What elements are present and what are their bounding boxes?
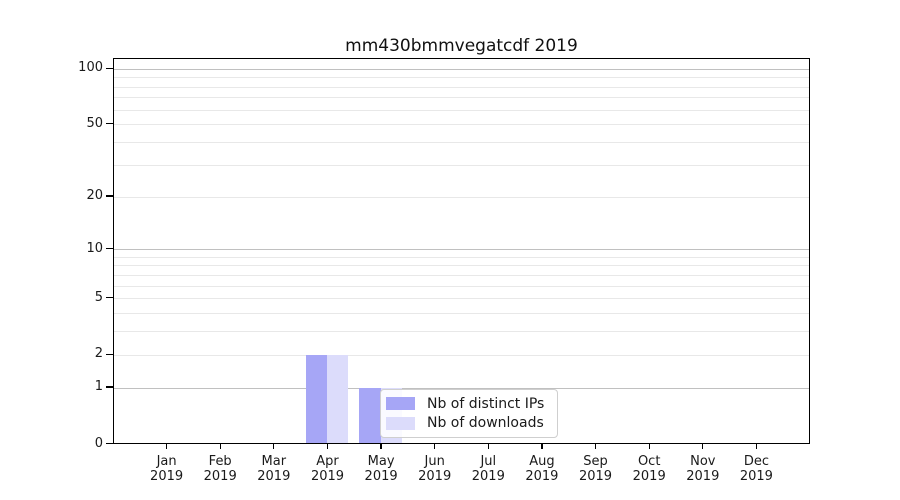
x-tick-dec: [755, 443, 758, 449]
y-tick-label-20: 20: [86, 188, 103, 203]
x-tick-jan: [165, 443, 168, 449]
legend-label-downloads: Nb of downloads: [427, 415, 544, 432]
plot-area: [113, 58, 810, 444]
y-tick-0: [106, 442, 113, 445]
x-tick-oct: [648, 443, 650, 449]
x-tick-label-apr: Apr 2019: [310, 453, 345, 485]
x-tick-may: [380, 443, 382, 449]
legend-item-distinct-ips: Nb of distinct IPs: [386, 396, 549, 412]
gridline-y-10: [114, 249, 809, 251]
y-tick-label-10: 10: [86, 240, 103, 256]
y-tick-10: [106, 247, 113, 250]
x-tick-label-oct: Oct 2019: [632, 453, 666, 485]
y-tick-label-1: 1: [94, 379, 103, 395]
chart-title: mm430bmmvegatcdf 2019: [345, 36, 578, 56]
bar-apr-distinct-ips: [305, 354, 327, 443]
x-tick-jul: [487, 443, 489, 449]
y-tick-2: [106, 353, 113, 355]
bar-apr-downloads: [327, 354, 349, 443]
x-tick-label-aug: Aug 2019: [525, 453, 559, 485]
gridline-y-80: [114, 86, 809, 88]
y-tick-20: [106, 195, 113, 197]
x-tick-jun: [434, 443, 436, 449]
x-tick-apr: [326, 443, 329, 449]
gridline-y-60: [114, 109, 809, 111]
bar-may-distinct-ips: [359, 387, 381, 443]
legend: Nb of distinct IPs Nb of downloads: [380, 389, 558, 438]
legend-item-downloads: Nb of downloads: [386, 415, 549, 431]
y-tick-5: [106, 297, 113, 299]
x-tick-label-may: May 2019: [364, 453, 398, 485]
x-tick-label-mar: Mar 2019: [257, 453, 291, 485]
gridline-y-9: [114, 256, 809, 258]
legend-swatch-downloads-icon: [386, 416, 415, 430]
gridline-y-1: [114, 387, 809, 389]
gridline-y-5: [114, 298, 809, 300]
y-tick-label-5: 5: [94, 289, 103, 305]
y-tick-50: [106, 123, 113, 125]
legend-label-distinct-ips: Nb of distinct IPs: [427, 395, 545, 412]
gridline-y-8: [114, 265, 809, 267]
x-tick-label-jun: Jun 2019: [418, 453, 452, 485]
y-tick-100: [106, 67, 113, 69]
gridline-y-4: [114, 313, 809, 315]
y-tick-label-0: 0: [94, 435, 103, 451]
x-tick-aug: [541, 443, 543, 449]
gridline-y-30: [114, 164, 809, 166]
x-tick-sep: [594, 443, 597, 449]
gridline-y-6: [114, 285, 809, 287]
x-tick-label-jul: Jul 2019: [471, 453, 505, 485]
gridline-y-70: [114, 97, 809, 99]
gridline-y-100: [114, 68, 809, 70]
gridline-y-40: [114, 142, 809, 144]
x-tick-label-sep: Sep 2019: [578, 453, 613, 485]
gridline-y-3: [114, 331, 809, 333]
gridline-y-2: [114, 354, 809, 356]
gridline-y-20: [114, 196, 809, 198]
y-tick-label-2: 2: [94, 346, 103, 362]
x-tick-nov: [702, 443, 704, 449]
legend-swatch-distinct-ips-icon: [386, 397, 415, 411]
x-tick-label-dec: Dec 2019: [739, 453, 773, 485]
gridline-y-50: [114, 124, 809, 126]
gridline-y-90: [114, 77, 809, 79]
y-tick-label-50: 50: [86, 115, 103, 131]
x-tick-label-jan: Jan 2019: [150, 453, 184, 485]
x-tick-feb: [219, 443, 221, 449]
gridline-y-7: [114, 274, 809, 276]
y-tick-label-100: 100: [78, 60, 103, 76]
x-tick-mar: [273, 443, 275, 449]
x-tick-label-nov: Nov 2019: [686, 453, 720, 485]
x-tick-label-feb: Feb 2019: [203, 453, 237, 485]
y-tick-1: [106, 386, 113, 388]
